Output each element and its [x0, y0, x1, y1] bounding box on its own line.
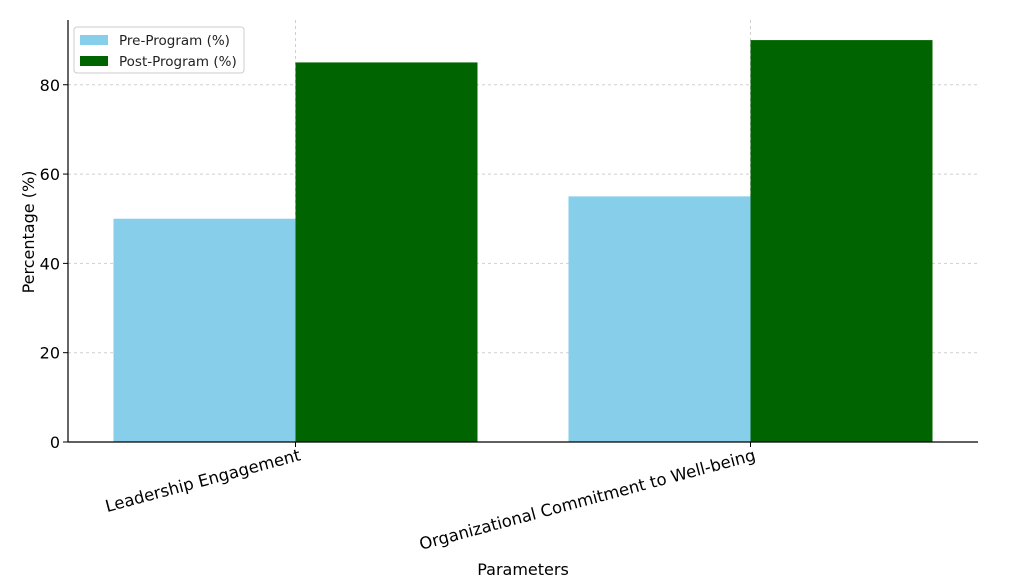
y-tick-label: 80	[40, 76, 60, 95]
axes	[67, 20, 978, 443]
bar-post-program-2	[750, 40, 933, 442]
x-tick-label: Organizational Commitment to Well-being	[417, 446, 757, 554]
legend: Pre-Program (%) Post-Program (%)	[73, 26, 245, 74]
bar-pre-program-1	[113, 218, 296, 442]
legend-label-pre-program: Pre-Program (%)	[119, 33, 230, 49]
y-tick-label: 20	[40, 344, 60, 363]
y-tick-label: 40	[40, 254, 60, 273]
bar-pre-program-2	[568, 196, 751, 442]
bars	[113, 40, 933, 442]
legend-swatch-pre-program	[80, 35, 108, 45]
legend-box	[73, 26, 245, 74]
x-axis-title: Parameters	[477, 560, 569, 579]
x-tick-labels: Leadership Engagement Organizational Comm…	[103, 442, 758, 554]
legend-swatch-post-program	[80, 56, 108, 66]
bar-post-program-1	[295, 62, 478, 442]
legend-label-post-program: Post-Program (%)	[119, 54, 237, 70]
y-tick-labels: 0 20 40 60 80	[40, 76, 68, 452]
y-axis-title: Percentage (%)	[19, 171, 38, 294]
y-tick-label: 0	[50, 433, 60, 452]
y-tick-label: 60	[40, 165, 60, 184]
x-tick-label: Leadership Engagement	[103, 445, 303, 516]
